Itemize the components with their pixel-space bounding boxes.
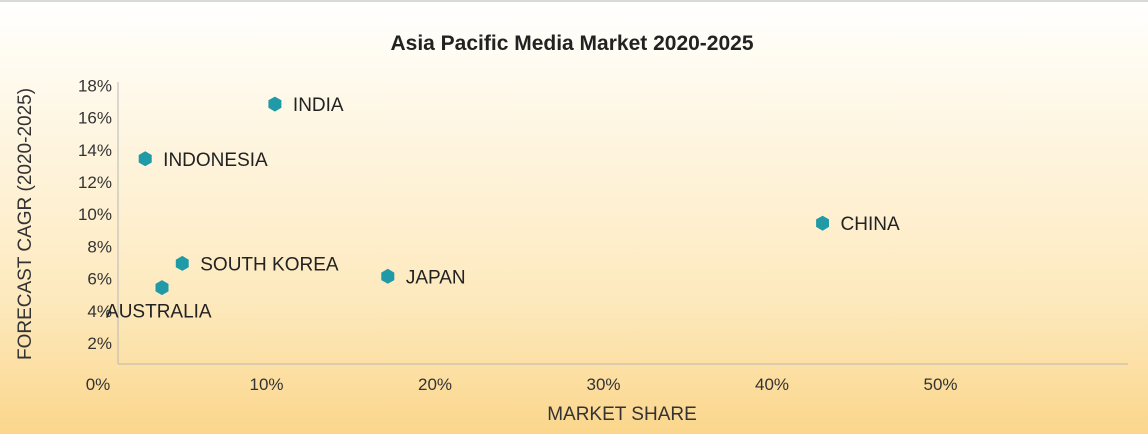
x-axis-ticks: 0% 10% 20% 30% 40% 50%: [86, 375, 958, 394]
y-tick-label: 4%: [87, 302, 112, 321]
y-tick-label: 14%: [78, 141, 112, 160]
x-tick-label: 0%: [86, 375, 111, 394]
data-point-marker: [268, 96, 282, 112]
y-tick-label: 16%: [78, 109, 112, 128]
y-tick-label: 10%: [78, 205, 112, 224]
data-point-label: AUSTRALIA: [106, 302, 212, 323]
data-point-label: JAPAN: [406, 267, 466, 288]
x-tick-label: 30%: [586, 375, 620, 394]
y-tick-label: 8%: [87, 237, 112, 256]
y-tick-label: 18%: [78, 76, 112, 95]
y-tick-label: 6%: [87, 270, 112, 289]
x-tick-label: 40%: [755, 375, 789, 394]
x-tick-label: 20%: [418, 375, 452, 394]
data-point-marker: [816, 215, 829, 231]
y-axis-title: FORECAST CAGR (2020-2025): [15, 88, 36, 360]
data-point-marker: [155, 280, 169, 296]
chart-title: Asia Pacific Media Market 2020-2025: [390, 32, 753, 55]
data-point-marker: [381, 268, 395, 284]
data-point-marker: [175, 255, 189, 271]
data-point-label: INDONESIA: [163, 150, 268, 171]
x-tick-label: 50%: [923, 375, 957, 394]
data-point-label: CHINA: [841, 214, 900, 235]
data-point-label: INDIA: [293, 95, 344, 116]
x-axis-title: MARKET SHARE: [547, 404, 697, 425]
y-axis-ticks: 18% 16% 14% 12% 10% 8% 6% 4% 2%: [78, 76, 112, 353]
data-point-label: SOUTH KOREA: [200, 254, 339, 275]
y-tick-label: 12%: [78, 173, 112, 192]
data-point-marker: [138, 151, 152, 167]
data-points: INDIA INDONESIA CHINA SOUTH KOREA JAPAN AUSTR…: [106, 95, 900, 323]
x-tick-label: 10%: [249, 375, 283, 394]
y-tick-label: 2%: [87, 334, 112, 353]
